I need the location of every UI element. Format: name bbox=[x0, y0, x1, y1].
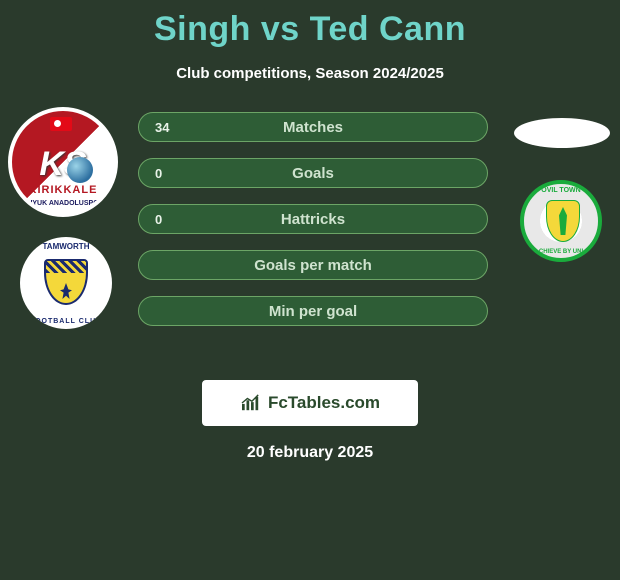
date-label: 20 february 2025 bbox=[0, 444, 620, 462]
right-player-badges: OVIL TOWN CHIEVE BY UNI bbox=[514, 112, 610, 262]
ball-icon bbox=[67, 157, 93, 183]
stat-row-matches: 34 Matches bbox=[138, 112, 488, 142]
stat-left-value: 0 bbox=[155, 212, 162, 227]
club-badge-yeovil: OVIL TOWN CHIEVE BY UNI bbox=[520, 180, 602, 262]
badge-arch-bottom: CHIEVE BY UNI bbox=[524, 249, 598, 255]
stat-label: Goals per match bbox=[139, 257, 487, 274]
stat-row-goals: 0 Goals bbox=[138, 158, 488, 188]
stat-row-hattricks: 0 Hattricks bbox=[138, 204, 488, 234]
badge-text-1: KIRIKKALE bbox=[12, 185, 114, 197]
stat-label: Hattricks bbox=[139, 211, 487, 228]
badge-text-2: BUYUK ANADOLUSPOR bbox=[12, 200, 114, 207]
barchart-icon bbox=[240, 394, 262, 412]
club-badge-tamworth: TAMWORTH FOOTBALL CLUB bbox=[20, 237, 112, 329]
stat-row-min-per-goal: Min per goal bbox=[138, 296, 488, 326]
stat-label: Min per goal bbox=[139, 303, 487, 320]
club-badge-kirikkale: KS KIRIKKALE BUYUK ANADOLUSPOR bbox=[8, 107, 118, 217]
badge-arch-bottom: FOOTBALL CLUB bbox=[20, 318, 112, 325]
stat-row-goals-per-match: Goals per match bbox=[138, 250, 488, 280]
watermark-text: FcTables.com bbox=[268, 393, 380, 413]
page-title: Singh vs Ted Cann bbox=[0, 0, 620, 49]
stat-left-value: 34 bbox=[155, 120, 169, 135]
stat-label: Goals bbox=[139, 165, 487, 182]
fleur-icon bbox=[60, 283, 72, 299]
watermark: FcTables.com bbox=[202, 380, 418, 426]
turkey-flag-icon bbox=[50, 117, 72, 131]
stat-label: Matches bbox=[139, 119, 487, 136]
stat-left-value: 0 bbox=[155, 166, 162, 181]
crest-icon bbox=[546, 200, 580, 242]
club-badge-placeholder bbox=[514, 118, 610, 148]
badge-arch-top: OVIL TOWN bbox=[524, 187, 598, 194]
shield-icon bbox=[44, 259, 88, 305]
stats-area: KS KIRIKKALE BUYUK ANADOLUSPOR TAMWORTH … bbox=[0, 112, 620, 362]
stat-bars: 34 Matches 0 Goals 0 Hattricks Goals per… bbox=[138, 112, 488, 342]
badge-arch-top: TAMWORTH bbox=[20, 243, 112, 251]
subtitle: Club competitions, Season 2024/2025 bbox=[0, 65, 620, 82]
left-player-badges: KS KIRIKKALE BUYUK ANADOLUSPOR TAMWORTH … bbox=[8, 112, 118, 329]
